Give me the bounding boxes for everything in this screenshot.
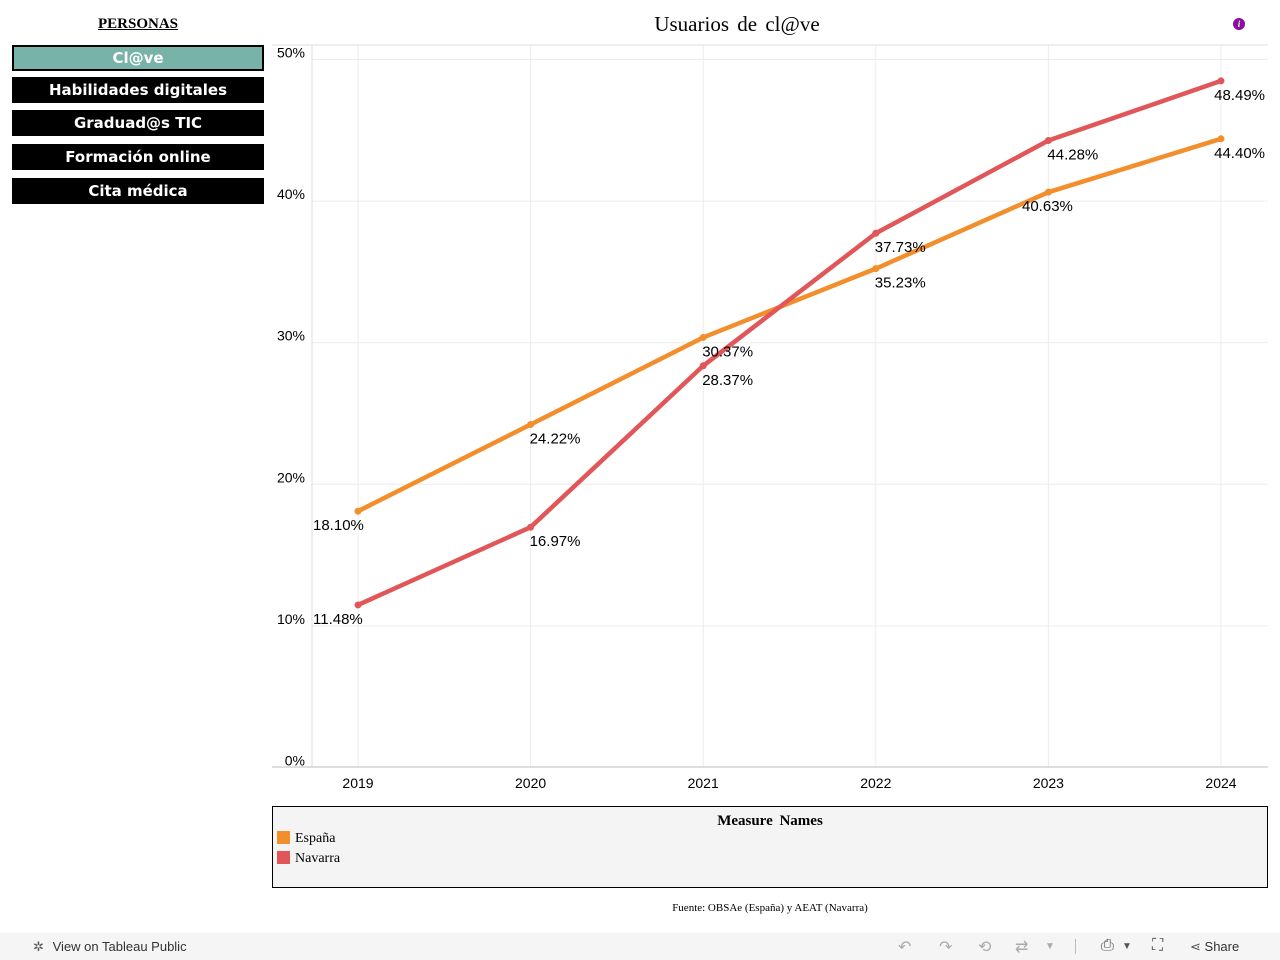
y-tick-label: 0%	[285, 753, 305, 769]
tableau-toolbar: ✲ View on Tableau Public ↶ ↷ ⟲ ⇄ ▼ ⎙ ▼ ⛶…	[0, 933, 1280, 960]
share-label: Share	[1204, 939, 1240, 954]
data-label: 35.23%	[875, 275, 926, 292]
data-point	[872, 265, 880, 273]
data-point	[1217, 135, 1225, 143]
y-tick-label: 10%	[277, 611, 305, 627]
data-label: 44.28%	[1047, 146, 1098, 163]
nav-button-clave[interactable]: Cl@ve	[12, 45, 264, 71]
x-tick-label: 2020	[515, 775, 546, 791]
legend-swatch-navarra	[277, 851, 290, 864]
undo-icon[interactable]: ↶	[898, 939, 912, 956]
data-point	[354, 601, 362, 609]
nav-button-habilidades-digitales[interactable]: Habilidades digitales	[12, 77, 264, 103]
x-tick-label: 2023	[1033, 775, 1064, 791]
x-tick-label: 2022	[860, 775, 891, 791]
legend-label-navarra: Navarra	[295, 851, 341, 866]
share-icon: ⋖	[1190, 939, 1201, 954]
data-label: 44.40%	[1214, 145, 1265, 162]
download-dropdown-icon[interactable]: ▼	[1122, 941, 1132, 952]
x-tick-label: 2021	[688, 775, 719, 791]
x-tick-label: 2019	[342, 775, 373, 791]
y-tick-label: 30%	[277, 328, 305, 344]
data-point	[699, 362, 707, 370]
fullscreen-icon[interactable]: ⛶	[1152, 937, 1164, 954]
data-label: 11.48%	[313, 611, 363, 628]
data-point	[872, 229, 880, 237]
sidebar-title: PERSONAS	[97, 16, 179, 32]
data-label: 28.37%	[702, 372, 753, 389]
x-tick-label: 2024	[1205, 775, 1236, 791]
data-label: 16.97%	[530, 533, 581, 550]
share-button[interactable]: ⋖ Share	[1190, 939, 1239, 955]
legend-swatch-espana	[277, 831, 290, 844]
data-label: 37.73%	[875, 239, 926, 256]
refresh-icon[interactable]: ⇄	[1015, 939, 1029, 956]
download-icon[interactable]: ⎙	[1101, 937, 1114, 954]
series-line-navarra	[355, 78, 1224, 608]
data-label: 30.37%	[702, 343, 753, 360]
data-label: 48.49%	[1214, 87, 1265, 104]
view-on-tableau-link[interactable]: ✲ View on Tableau Public	[33, 939, 187, 955]
data-label: 24.22%	[530, 431, 581, 448]
data-point	[699, 333, 707, 341]
nav-button-graduados-tic[interactable]: Graduad@s TIC	[12, 110, 264, 136]
data-point	[1044, 188, 1052, 196]
data-point	[527, 523, 535, 531]
legend: Measure Names España Navarra	[272, 806, 1268, 888]
data-label: 40.63%	[1022, 198, 1073, 215]
redo-icon[interactable]: ↷	[939, 939, 953, 956]
view-on-tableau-label: View on Tableau Public	[52, 939, 187, 954]
data-point	[1044, 136, 1052, 144]
data-point	[1217, 77, 1225, 85]
y-tick-label: 20%	[277, 469, 305, 485]
data-point	[354, 507, 362, 515]
legend-label-espana: España	[295, 831, 336, 846]
info-icon[interactable]: i	[1233, 18, 1245, 30]
y-tick-label: 40%	[277, 186, 305, 202]
line-chart[interactable]: 0% 10% 20% 30% 40% 50% 2019 2020 2021 2022 2023 202…	[0, 0, 1280, 800]
toolbar-divider	[1075, 939, 1076, 954]
data-label: 18.10%	[313, 517, 364, 534]
revert-icon[interactable]: ⟲	[978, 939, 992, 956]
refresh-dropdown-icon[interactable]: ▼	[1045, 941, 1055, 952]
data-point	[527, 421, 535, 429]
source-note: Fuente: OBSAe (España) y AEAT (Navarra)	[672, 902, 868, 914]
y-tick-label: 50%	[277, 45, 305, 61]
series-line-espana	[355, 136, 1224, 514]
nav-button-formacion-online[interactable]: Formación online	[12, 144, 264, 170]
legend-title: Measure Names	[717, 813, 823, 829]
chart-title: Usuarios de cl@ve	[654, 12, 820, 36]
nav-button-cita-medica[interactable]: Cita médica	[12, 178, 264, 204]
tableau-logo-icon: ✲	[33, 939, 44, 954]
